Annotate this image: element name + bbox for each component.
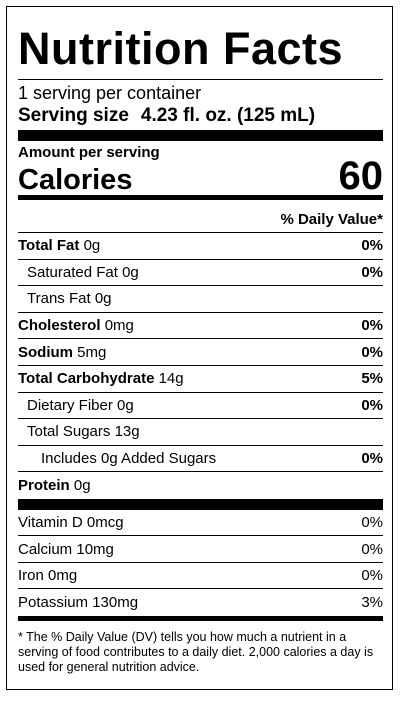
daily-value: 3% (361, 594, 383, 612)
daily-value: 0% (361, 567, 383, 585)
nutrient-name: Saturated Fat (27, 263, 118, 281)
row: Dietary Fiber 0g 0% (18, 393, 383, 420)
serving-size-label: Serving size (18, 105, 129, 126)
nutrient: Total Sugars 13g (18, 423, 140, 440)
nutrient-name: Total Sugars (27, 423, 111, 441)
nutrient-name: Dietary Fiber (27, 396, 113, 414)
rule (18, 615, 383, 621)
rule (18, 195, 383, 200)
nutrient-amount: 0mg (104, 317, 134, 335)
row: Includes 0g Added Sugars 0% (18, 446, 383, 473)
row: Sodium 5mg 0% (18, 339, 383, 366)
nutrient-amount: 0g (94, 290, 112, 308)
nutrient-amount: 13g (114, 423, 140, 441)
nutrient-name: Potassium (18, 594, 89, 612)
daily-value: 0% (361, 396, 383, 414)
nutrient: Cholesterol 0mg (18, 317, 134, 334)
nutrient: Calcium 10mg (18, 541, 114, 558)
daily-value: 0% (361, 237, 383, 255)
nutrient: Sodium 5mg (18, 344, 106, 361)
daily-value: 0% (361, 263, 383, 281)
row: Saturated Fat 0g 0% (18, 260, 383, 287)
row: Total Sugars 13g (18, 419, 383, 446)
nutrient-amount: 5mg (77, 343, 107, 361)
nutrient-amount: 14g (158, 370, 184, 388)
amount-per-serving: Amount per serving (18, 144, 160, 161)
nutrient-amount: 10mg (76, 540, 114, 558)
nutrient: Vitamin D 0mcg (18, 514, 124, 531)
rule (18, 498, 383, 510)
row: Cholesterol 0mg 0% (18, 313, 383, 340)
daily-value: 5% (361, 370, 383, 388)
nutrient: Iron 0mg (18, 567, 77, 584)
row: Vitamin D 0mcg 0% (18, 510, 383, 537)
row: Protein 0g (18, 472, 383, 499)
nutrient-name: Cholesterol (18, 317, 101, 335)
vitamins: Vitamin D 0mcg 0% Calcium 10mg 0% Iron 0mg 0%… (18, 510, 383, 616)
nutrient-amount: 0g (117, 396, 134, 414)
calories-label: Calories (18, 164, 133, 196)
dv-header: % Daily Value* (18, 200, 383, 233)
nutrient-amount: 130mg (92, 594, 139, 612)
daily-value: 0% (361, 540, 383, 558)
row: Total Carbohydrate 14g 5% (18, 366, 383, 393)
label: Nutrition Facts 1 serving per container … (6, 6, 393, 690)
nutrient-amount: 0g (122, 263, 139, 281)
nutrient-amount: 0g (73, 477, 91, 495)
nutrient: Total Carbohydrate 14g (18, 370, 184, 387)
nutrient-amount: 0mg (48, 567, 78, 585)
nutrient-amount: 0g (83, 237, 101, 255)
row: Iron 0mg 0% (18, 563, 383, 590)
serving-size: Serving size 4.23 fl. oz. (125 mL) (18, 104, 383, 130)
daily-value: 0% (361, 343, 383, 361)
nutrients: Total Fat 0g 0% Saturated Fat 0g 0% Trans Fa… (18, 233, 383, 499)
row: Potassium 130mg 3% (18, 589, 383, 616)
title: Nutrition Facts (18, 7, 383, 80)
nutrient-name: Trans Fat (27, 290, 91, 308)
nutrient: Saturated Fat 0g (18, 264, 139, 281)
nutrient: Includes 0g Added Sugars (18, 450, 216, 467)
servings: 1 serving per container (18, 83, 202, 103)
nutrient-name: Protein (18, 477, 70, 495)
nutrient: Dietary Fiber 0g (18, 397, 134, 414)
nutrient-name: Iron (18, 567, 44, 585)
nutrient-name: Sodium (18, 343, 73, 361)
rule (18, 130, 383, 141)
row: Trans Fat 0g (18, 286, 383, 313)
row: Calcium 10mg 0% (18, 536, 383, 563)
serving-size-value: 4.23 fl. oz. (125 mL) (140, 105, 316, 126)
nutrient-name: Includes 0g Added Sugars (41, 450, 217, 468)
calories: Calories 60 (18, 156, 383, 196)
row: Total Fat 0g 0% (18, 233, 383, 260)
nutrient-name: Calcium (18, 540, 73, 558)
daily-value: 0% (361, 514, 383, 532)
nutrient: Protein 0g (18, 477, 91, 494)
calories-value: 60 (338, 154, 384, 198)
nutrient-name: Vitamin D (18, 514, 83, 532)
footnote: * The % Daily Value (DV) tells you how m… (18, 629, 374, 674)
nutrient: Total Fat 0g (18, 237, 100, 254)
nutrient: Trans Fat 0g (18, 290, 112, 307)
daily-value: 0% (361, 450, 383, 468)
daily-value: 0% (361, 317, 383, 335)
nutrient-name: Total Carbohydrate (18, 370, 155, 388)
nutrient: Potassium 130mg (18, 594, 138, 611)
nutrient-amount: 0mcg (86, 514, 124, 532)
nutrient-name: Total Fat (18, 237, 80, 255)
